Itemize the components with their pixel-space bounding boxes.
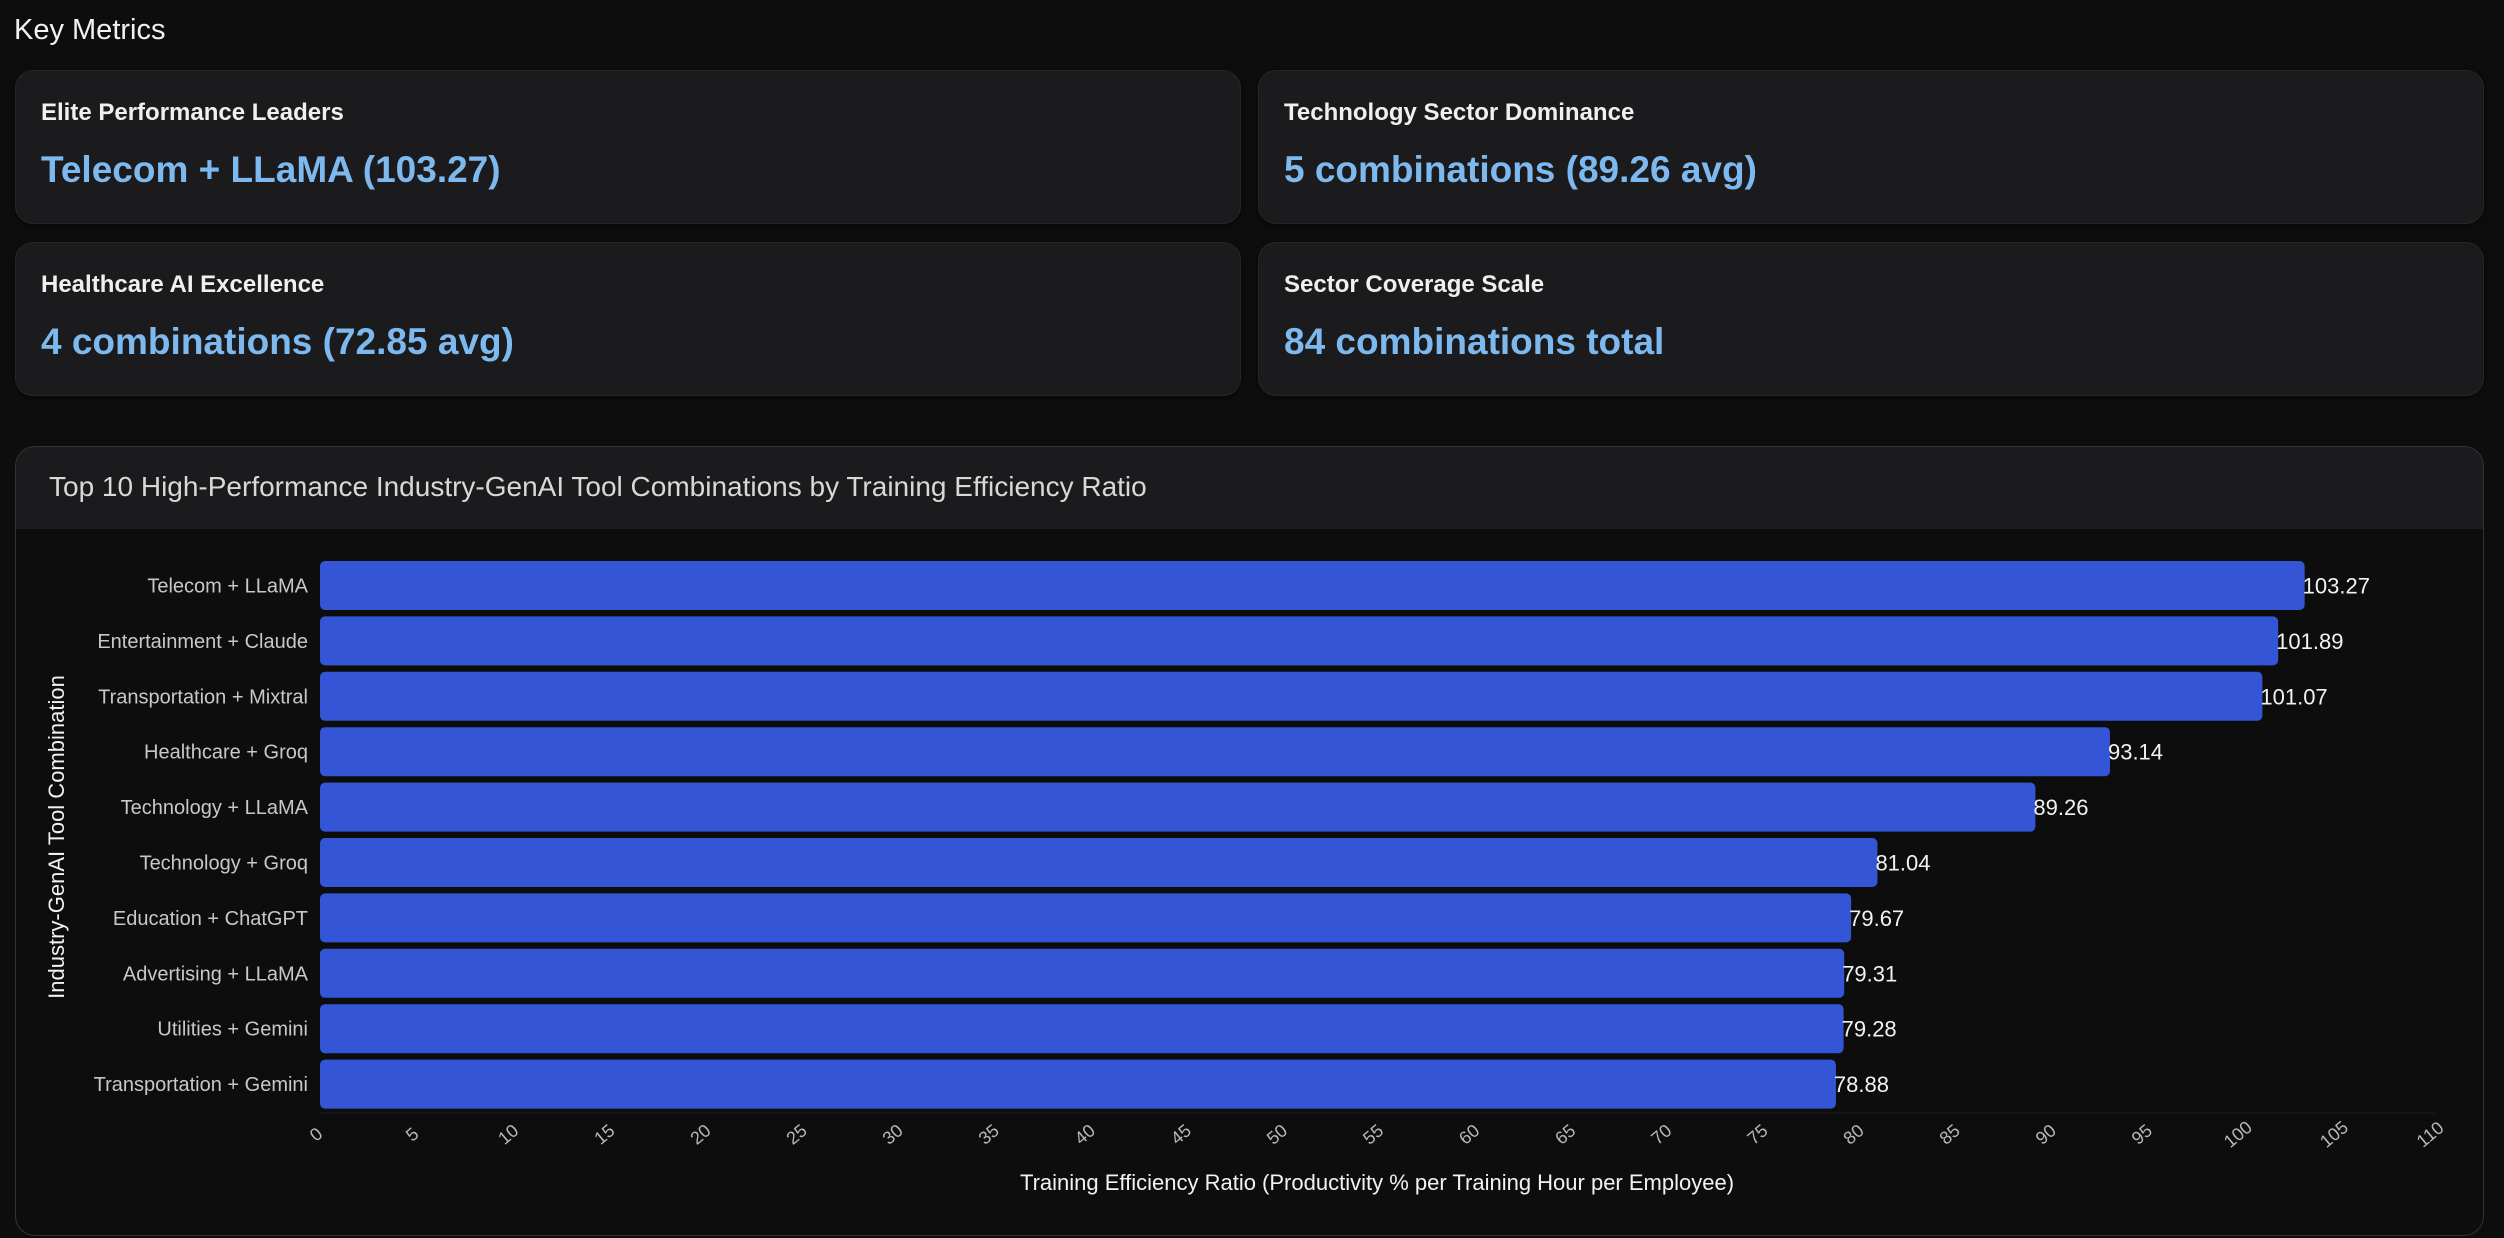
x-tick-label: 10 <box>494 1120 522 1148</box>
x-tick-label: 110 <box>2413 1118 2448 1152</box>
x-tick-label: 30 <box>879 1120 907 1148</box>
bar-10 <box>320 1059 1836 1109</box>
metric-card-elite-performance: Elite Performance Leaders Telecom + LLaM… <box>15 70 1241 224</box>
value-labels: 103.27 101.89 101.07 93.14 89.26 81.04 79.67 79… <box>1834 574 2370 1098</box>
x-tick-label: 100 <box>2220 1117 2256 1152</box>
value-label: 79.67 <box>1849 906 1904 931</box>
category-labels: Telecom + LLaMA Entertainment + Claude Tra… <box>94 576 309 1097</box>
category-label: Transportation + Mixtral <box>98 686 308 708</box>
value-label: 78.88 <box>1834 1072 1889 1097</box>
x-tick-label: 5 <box>402 1124 423 1146</box>
x-tick-label: 90 <box>2032 1120 2060 1148</box>
x-tick-label: 35 <box>975 1120 1003 1148</box>
x-axis-ticks: 0 5 10 15 20 25 30 35 40 45 50 55 60 65 70 75 80 85 90 95 10… <box>306 1112 2448 1152</box>
x-tick-label: 85 <box>1936 1120 1964 1148</box>
bar-1 <box>320 561 2305 610</box>
x-tick-label: 55 <box>1359 1120 1387 1148</box>
metric-label: Technology Sector Dominance <box>1284 99 1635 126</box>
bar-5 <box>320 782 2036 832</box>
value-label: 79.31 <box>1842 961 1897 986</box>
chart-header: Top 10 High-Performance Industry-GenAI T… <box>16 447 2483 529</box>
bars-layer <box>320 561 2305 1109</box>
x-tick-label: 105 <box>2316 1117 2352 1152</box>
x-tick-label: 50 <box>1263 1120 1291 1148</box>
y-axis-title: Industry-GenAI Tool Combination <box>44 675 69 999</box>
value-label: 89.26 <box>2033 795 2088 820</box>
value-label: 93.14 <box>2108 740 2163 765</box>
category-label: Education + ChatGPT <box>113 908 308 930</box>
value-label: 101.89 <box>2276 629 2343 654</box>
bar-9 <box>320 1004 1844 1054</box>
metric-value: 4 combinations (72.85 avg) <box>41 321 514 362</box>
bar-chart: Telecom + LLaMA Entertainment + Claude Tra… <box>44 561 2448 1195</box>
bar-7 <box>320 893 1852 943</box>
category-label: Advertising + LLaMA <box>123 963 309 985</box>
section-title: Key Metrics <box>14 14 166 46</box>
metric-value: Telecom + LLaMA (103.27) <box>41 149 501 190</box>
value-label: 81.04 <box>1875 851 1930 876</box>
bar-3 <box>320 671 2263 721</box>
metric-label: Healthcare AI Excellence <box>41 271 325 298</box>
bar-8 <box>320 948 1845 998</box>
category-label: Healthcare + Groq <box>144 742 308 764</box>
x-tick-label: 20 <box>686 1120 714 1148</box>
category-label: Utilities + Gemini <box>157 1019 308 1041</box>
bar-6 <box>320 838 1878 887</box>
x-tick-label: 60 <box>1455 1120 1483 1148</box>
x-tick-label: 65 <box>1551 1120 1579 1148</box>
metric-label: Elite Performance Leaders <box>41 99 344 126</box>
metric-label: Sector Coverage Scale <box>1284 271 1545 298</box>
value-label: 79.28 <box>1842 1017 1897 1042</box>
x-tick-label: 15 <box>590 1120 618 1148</box>
chart-title: Top 10 High-Performance Industry-GenAI T… <box>49 471 1147 502</box>
x-tick-label: 75 <box>1743 1120 1771 1148</box>
category-label: Technology + Groq <box>140 853 308 875</box>
metric-card-sector-coverage: Sector Coverage Scale 84 combinations to… <box>1258 242 2484 396</box>
bar-2 <box>320 616 2279 666</box>
category-label: Entertainment + Claude <box>97 631 308 653</box>
x-tick-label: 45 <box>1167 1120 1195 1148</box>
x-tick-label: 95 <box>2128 1120 2156 1148</box>
category-label: Telecom + LLaMA <box>147 576 308 598</box>
value-label: 101.07 <box>2260 684 2327 709</box>
chart-panel: Top 10 High-Performance Industry-GenAI T… <box>15 446 2484 1236</box>
metric-card-healthcare-excellence: Healthcare AI Excellence 4 combinations … <box>15 242 1241 396</box>
x-tick-label: 25 <box>782 1120 810 1148</box>
bar-4 <box>320 727 2110 777</box>
x-axis-title: Training Efficiency Ratio (Productivity … <box>1020 1170 1734 1195</box>
metric-value: 5 combinations (89.26 avg) <box>1284 149 1757 190</box>
x-tick-label: 40 <box>1071 1120 1099 1148</box>
metric-card-technology-dominance: Technology Sector Dominance 5 combinatio… <box>1258 70 2484 224</box>
x-tick-label: 0 <box>306 1124 327 1146</box>
category-label: Transportation + Gemini <box>94 1074 308 1096</box>
x-tick-label: 70 <box>1647 1120 1675 1148</box>
x-tick-label: 80 <box>1839 1120 1867 1148</box>
metric-value: 84 combinations total <box>1284 321 1665 362</box>
value-label: 103.27 <box>2303 574 2370 599</box>
category-label: Technology + LLaMA <box>121 797 309 819</box>
